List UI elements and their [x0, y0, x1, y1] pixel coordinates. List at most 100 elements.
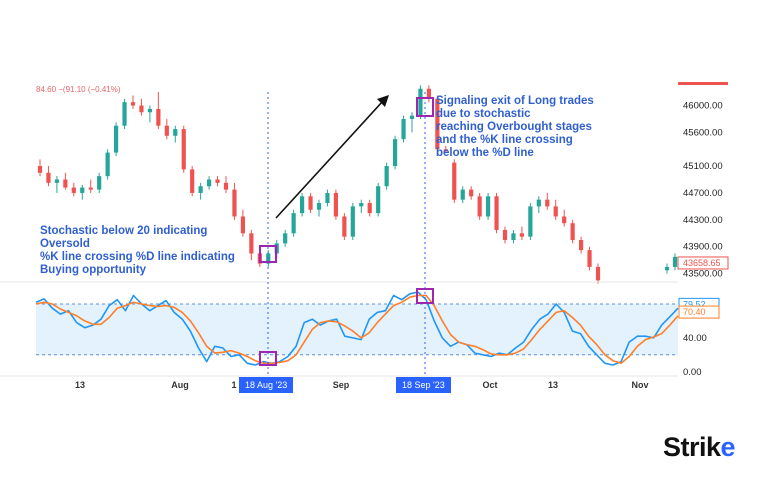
candle-down — [46, 172, 51, 183]
candle-down — [232, 189, 237, 217]
x-tick-label: Aug — [171, 380, 189, 390]
candle-up — [283, 233, 288, 244]
candle-up — [384, 166, 389, 187]
candle-down — [333, 192, 339, 217]
candle-down — [181, 129, 186, 170]
candle-up — [392, 139, 398, 167]
candle-up — [528, 206, 533, 237]
chart-overlays — [259, 92, 434, 377]
candle-down — [88, 187, 93, 190]
candlestick-series — [37, 85, 678, 284]
annotation-line: reaching Overbought stages — [436, 121, 592, 133]
candle-up — [173, 129, 178, 136]
candle-down — [63, 179, 68, 188]
price-tick-label: 44300.00 — [683, 215, 723, 226]
candle-up — [80, 187, 85, 193]
candle-down — [578, 240, 584, 251]
candle-down — [71, 187, 76, 193]
candle-up — [672, 256, 678, 267]
annotation-line: Buying opportunity — [40, 264, 147, 276]
logo-text: Strik — [663, 432, 721, 462]
annotation-line: below the %D line — [436, 147, 534, 159]
candle-up — [485, 196, 491, 217]
candle-down — [342, 216, 347, 237]
candle-down — [367, 203, 372, 214]
candle-up — [54, 179, 60, 183]
candle-up — [511, 233, 516, 241]
stochastic-tick-label: 0.00 — [683, 367, 702, 378]
candle-down — [570, 223, 575, 241]
candle-down — [215, 179, 220, 183]
price-tick-label: 45600.00 — [683, 127, 723, 138]
annotation-line: Oversold — [40, 238, 90, 250]
candle-up — [460, 189, 465, 200]
price-tick-label: 45100.00 — [683, 161, 723, 172]
stochastic-tick-label: 40.00 — [683, 333, 707, 344]
oversold-candle-box — [259, 245, 277, 263]
candle-up — [299, 196, 305, 214]
candle-down — [190, 169, 195, 193]
candle-down — [502, 229, 508, 241]
candle-down — [595, 266, 601, 281]
candle-up — [113, 125, 119, 153]
crosshair-date-label: 18 Aug '23 — [239, 377, 294, 393]
candle-down — [240, 216, 246, 234]
price-tick-label: 43500.00 — [683, 269, 723, 280]
candle-up — [376, 186, 381, 214]
candle-up — [325, 192, 330, 204]
candle-up — [105, 152, 110, 177]
candle-up — [291, 213, 296, 234]
candle-down — [519, 233, 525, 237]
candle-down — [308, 196, 313, 210]
x-tick-label: 1 — [231, 380, 237, 390]
candle-up — [147, 108, 153, 113]
candle-down — [223, 182, 229, 190]
x-tick-label: Nov — [631, 380, 649, 390]
overbought-cross-box — [416, 288, 434, 304]
price-tick-label: 46000.00 — [683, 101, 723, 112]
stochastic-band — [36, 303, 678, 355]
candle-down — [587, 250, 592, 267]
candle-down — [562, 216, 567, 224]
candle-up — [664, 266, 670, 271]
candle-up — [206, 179, 212, 187]
candle-up — [198, 186, 203, 193]
x-tick-label: Oct — [482, 380, 498, 390]
candle-up — [359, 203, 364, 207]
price-top-marker — [678, 82, 728, 85]
last-price-label: 43658.65 — [683, 258, 721, 268]
x-tick-label: Sep — [332, 380, 350, 390]
overbought-annotation: Signaling exit of Long trades due to sto… — [436, 95, 594, 160]
candle-down — [452, 162, 457, 200]
candle-down — [553, 206, 558, 217]
annotation-line: due to stochastic — [436, 108, 531, 120]
candle-up — [350, 206, 355, 237]
candle-down — [469, 189, 474, 197]
candle-down — [545, 199, 550, 207]
candle-down — [443, 149, 448, 152]
candle-down — [477, 196, 482, 217]
price-tick-label: 44700.00 — [683, 188, 723, 199]
annotation-line: Stochastic below 20 indicating — [40, 225, 208, 237]
strike-logo: Strike — [663, 432, 736, 463]
candle-up — [316, 203, 322, 210]
candle-down — [426, 88, 432, 99]
price-header-readout: 84.60 −(91.10 (−0.41%) — [36, 85, 121, 94]
stochastic-value-label: 79.52 — [683, 299, 706, 309]
candle-up — [122, 102, 127, 126]
candle-down — [435, 98, 440, 150]
candle-up — [418, 88, 423, 116]
k-line — [35, 291, 679, 366]
annotation-line: %K line crossing %D line indicating — [40, 251, 235, 263]
annotation-line: and the %K line crossing — [436, 134, 573, 146]
logo-accent: e — [720, 432, 736, 462]
oversold-annotation: Stochastic below 20 indicating Oversold … — [40, 225, 235, 277]
annotation-line: Signaling exit of Long trades — [436, 95, 594, 107]
x-tick-label: 13 — [547, 380, 559, 390]
candle-down — [37, 166, 43, 173]
candle-up — [409, 115, 415, 119]
trend-arrow-head — [377, 95, 389, 107]
price-axis: 46000.00 45600.00 45100.00 44700.00 44300.00… — [677, 82, 729, 280]
